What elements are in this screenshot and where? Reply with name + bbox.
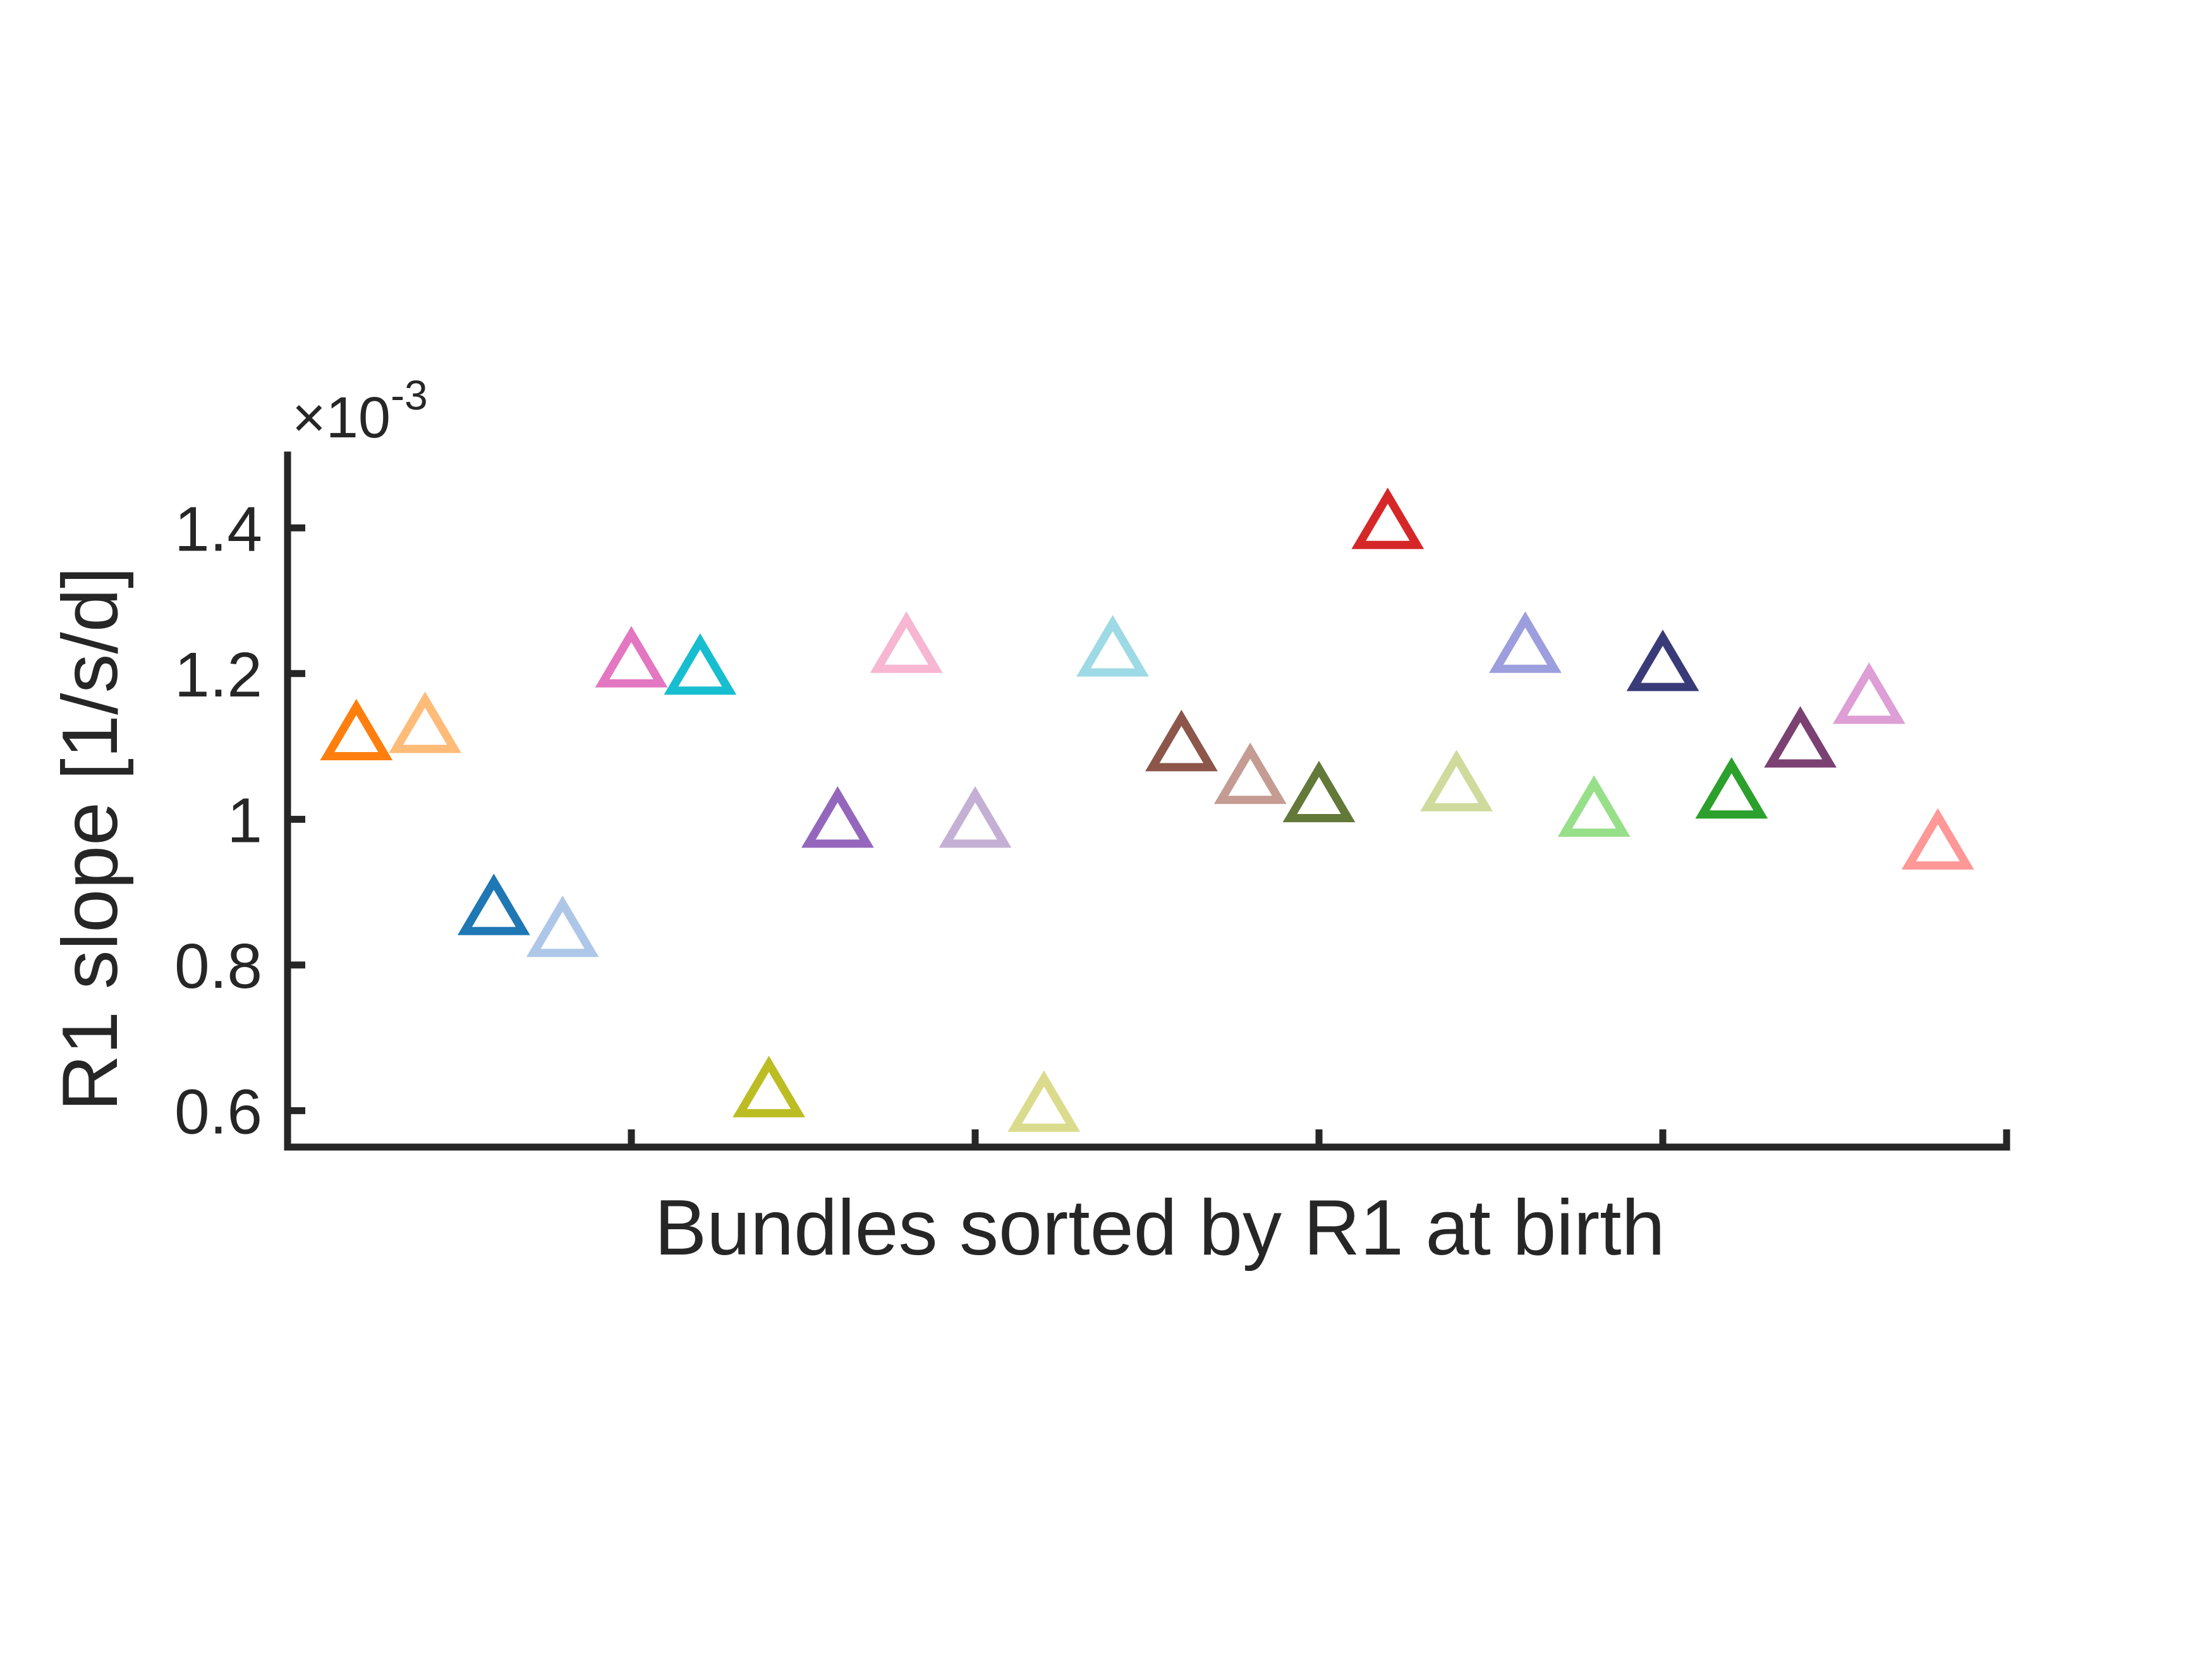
ticks-layer: 0.6 0.8 1 1.2 1.4 [174,494,2010,1147]
axes-layer [284,451,2010,1151]
data-point-marker [939,786,1012,848]
data-point-marker [664,633,737,695]
data-point-marker [1489,611,1562,673]
y-exponent-power: -3 [391,372,428,418]
y-tick-label: 1 [227,785,262,856]
data-point-marker [1213,742,1287,805]
data-point-marker [1833,662,1905,724]
data-point-marker [732,1055,805,1117]
y-tick-label: 0.8 [174,931,262,1002]
data-point-marker [595,626,668,688]
data-point-marker [1076,615,1149,677]
data-point-marker [389,691,461,753]
data-point-marker [526,895,599,957]
y-axis-exponent: ×10-3 [292,372,428,450]
data-point-marker [1695,757,1768,819]
data-point-marker [1901,808,1974,870]
y-tick-label: 1.4 [174,494,262,564]
y-axis-label: R1 slope [1/s/d] [47,567,134,1112]
data-point-marker [1557,775,1631,837]
data-point-marker [1764,706,1837,768]
data-point-marker [1282,760,1356,822]
y-exponent-base: ×10 [292,386,391,450]
data-point-marker [801,786,874,848]
data-point-marker [1145,710,1218,772]
data-point-marker [320,698,393,761]
data-point-marker [1007,1070,1081,1132]
data-point-marker [870,611,943,673]
axes-lines [284,451,2010,1151]
y-tick-label: 0.6 [174,1076,262,1147]
data-point-marker [1351,487,1425,549]
y-tick-label: 1.2 [174,640,262,710]
markers-layer [320,487,1974,1132]
data-point-marker [458,873,530,935]
data-point-marker [1626,629,1699,691]
data-point-marker [1420,750,1493,811]
x-axis-label: Bundles sorted by R1 at birth [654,1184,1665,1272]
